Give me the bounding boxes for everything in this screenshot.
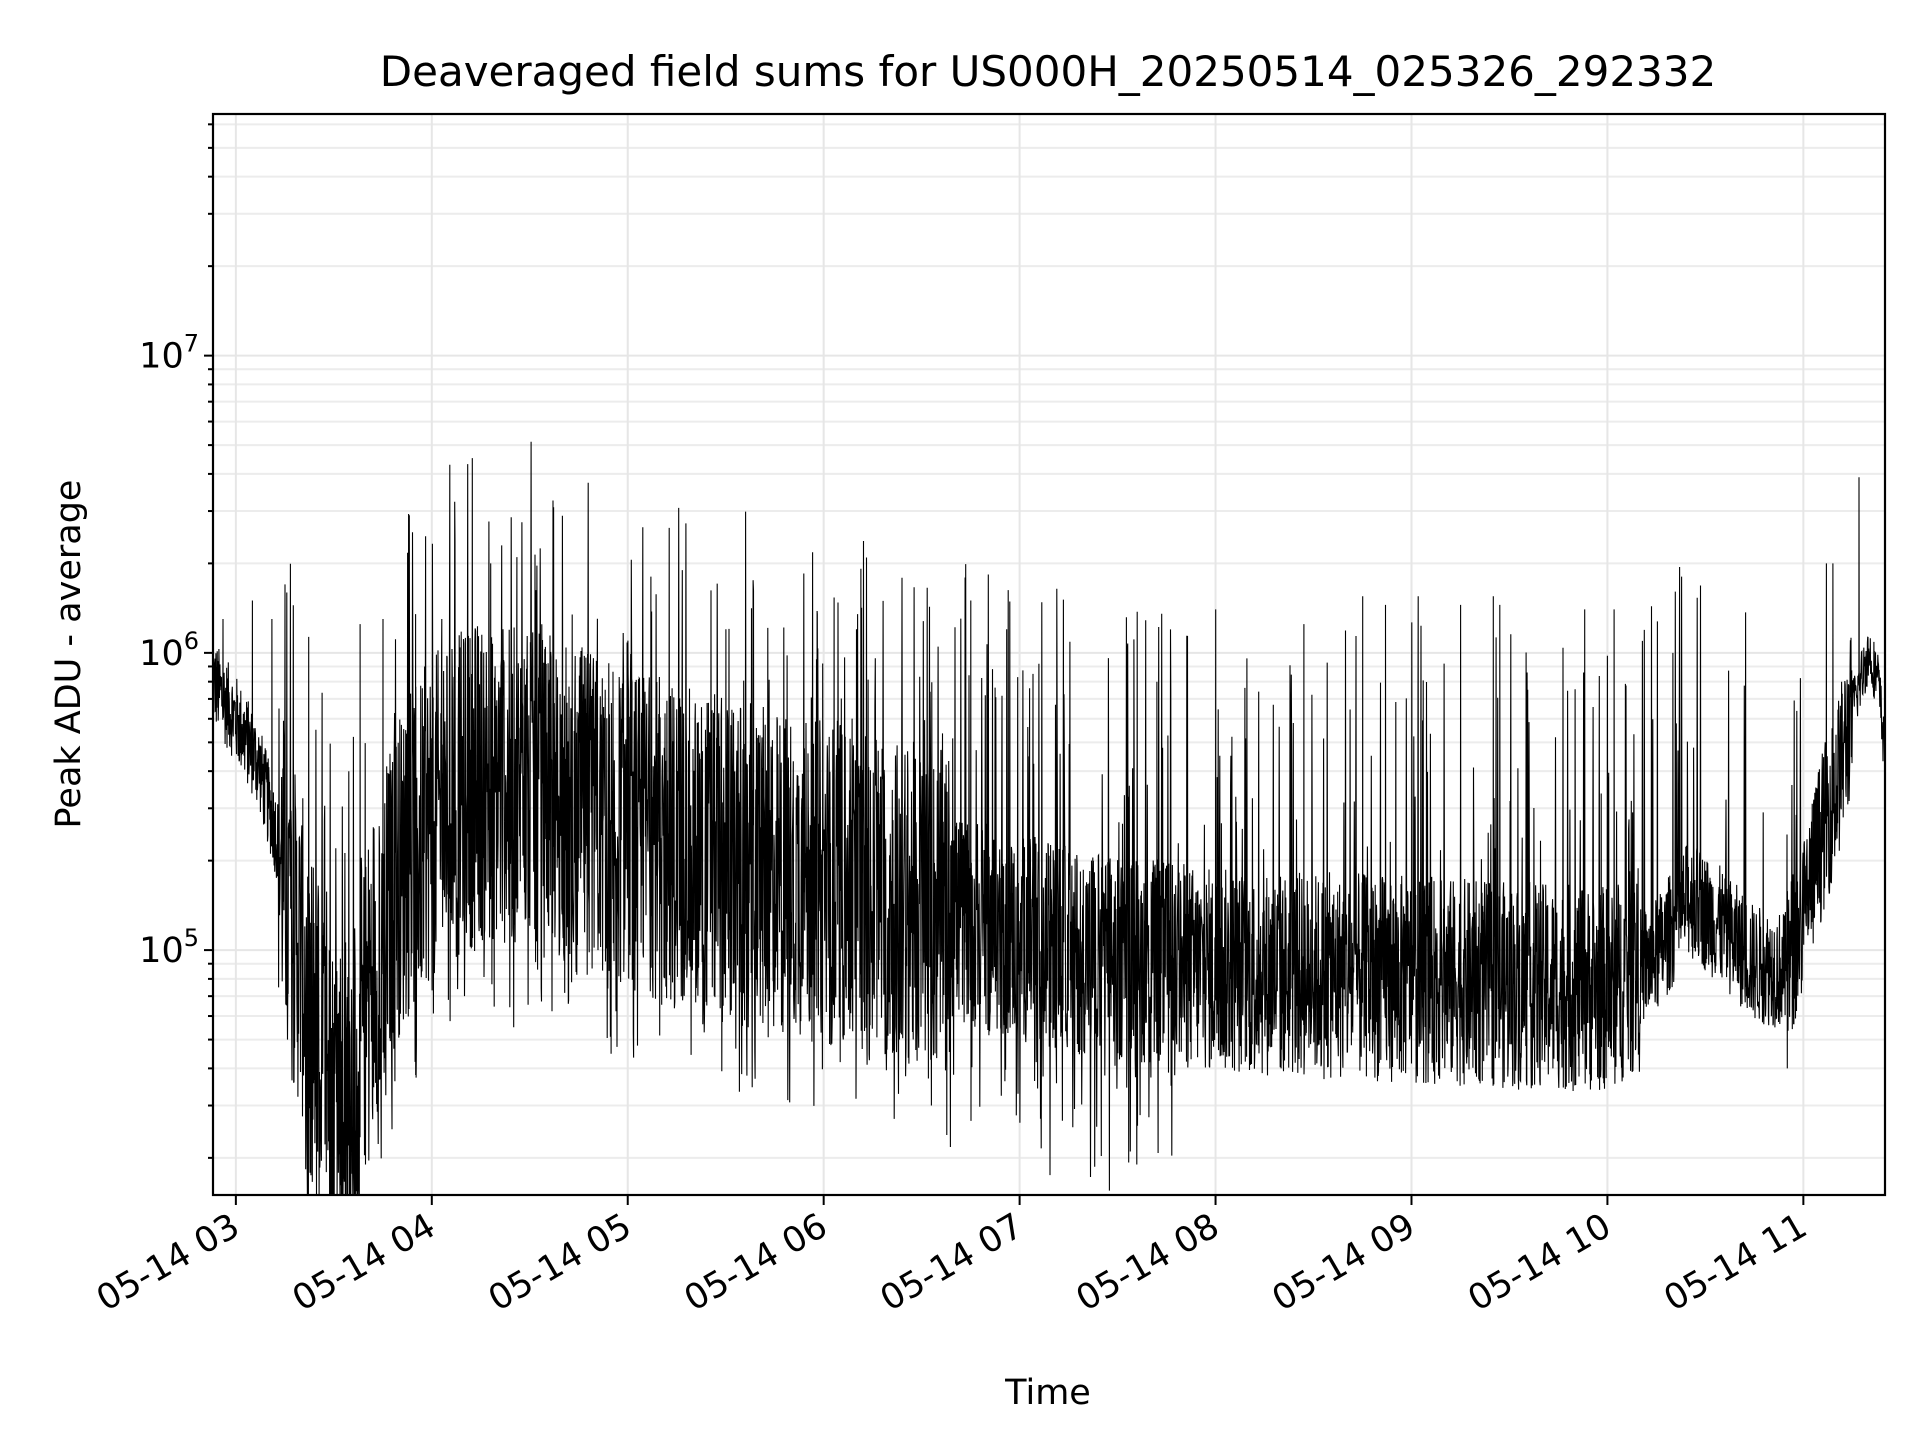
x-tick-label: 05-14 06 [678, 1206, 834, 1319]
x-tick-label: 05-14 04 [286, 1206, 442, 1319]
plot-frame [211, 112, 1887, 1197]
y-axis-title: Peak ADU - average [49, 480, 89, 829]
x-tick-label: 05-14 11 [1658, 1206, 1814, 1319]
y-tick-exponent: 5 [184, 924, 199, 952]
y-tick-exponent: 6 [184, 627, 199, 655]
chart-title: Deaveraged field sums for US000H_2025051… [380, 47, 1716, 96]
series-peak-adu [212, 441, 1886, 1196]
x-tick-label: 05-14 08 [1070, 1206, 1226, 1319]
y-tick-label: 107 [139, 330, 199, 377]
x-tick-label: 05-14 03 [90, 1206, 246, 1319]
x-axis-title: Time [1004, 1373, 1091, 1413]
y-tick-exponent: 7 [184, 330, 199, 358]
y-tick-label: 106 [139, 627, 199, 674]
x-axis: 05-14 03 05-14 04 05-14 05 05-14 06 05-14 07… [90, 1195, 1814, 1319]
x-tick-label: 05-14 09 [1266, 1206, 1422, 1319]
y-tick-base: 10 [139, 337, 184, 377]
y-tick-base: 10 [139, 634, 184, 674]
y-tick-base: 10 [139, 931, 184, 971]
x-tick-label: 05-14 05 [482, 1206, 638, 1319]
y-tick-label: 105 [139, 924, 199, 971]
series-line [212, 441, 1886, 1196]
x-tick-label: 05-14 07 [874, 1206, 1030, 1319]
x-tick-label: 05-14 10 [1462, 1206, 1618, 1319]
